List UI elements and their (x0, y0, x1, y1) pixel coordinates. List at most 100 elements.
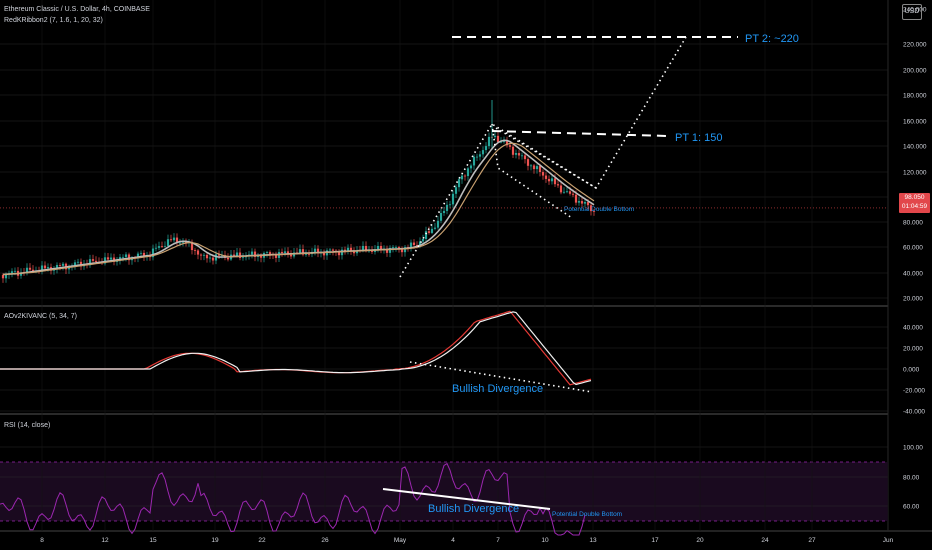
candle-body (10, 271, 14, 274)
candle-body (106, 257, 110, 260)
candle-body (526, 159, 530, 166)
candle-body (301, 249, 305, 255)
price-axis-tick: 200.000 (903, 68, 927, 75)
candle-body (400, 247, 404, 253)
candle-body (166, 239, 170, 246)
candle-body (142, 252, 146, 257)
candle-body (493, 135, 497, 138)
candle-body (478, 154, 482, 157)
candle-body (313, 248, 317, 252)
indicator-legend[interactable]: RedKRibbon2 (7, 1.6, 1, 20, 32) (4, 17, 103, 24)
candle-body (76, 261, 80, 263)
candle-body (412, 242, 416, 245)
candle-body (238, 252, 242, 258)
candle-body (418, 241, 422, 246)
candle-body (202, 254, 206, 256)
candle-body (547, 178, 551, 182)
candle-body (571, 193, 575, 195)
price-axis-tick: 40.000 (903, 271, 923, 278)
time-axis-tick: 20 (696, 537, 704, 544)
candle-body (580, 201, 584, 204)
candle-body (523, 155, 527, 160)
time-axis-tick: 8 (40, 537, 44, 544)
candle-body (283, 251, 287, 254)
candle-body (289, 254, 293, 257)
candle-body (340, 249, 344, 256)
rsi-axis-tick: 80.00 (903, 475, 920, 482)
candle-body (532, 165, 536, 170)
candle-body (463, 175, 467, 177)
rsi-legend[interactable]: RSI (14, close) (4, 422, 51, 429)
aov-axis-tick: -20.000 (903, 388, 925, 395)
price-axis-tick: 140.000 (903, 144, 927, 151)
candle-body (13, 270, 17, 272)
price-axis-tick: 120.000 (903, 170, 927, 177)
candle-body (343, 249, 347, 251)
time-axis-tick: 4 (451, 537, 455, 544)
time-axis-tick: 12 (101, 537, 109, 544)
candle-body (259, 255, 263, 258)
candle-body (241, 257, 245, 259)
candle-body (457, 179, 461, 188)
candle-body (520, 155, 524, 157)
candle-body (433, 227, 437, 229)
aov-legend[interactable]: AOv2KIVANC (5, 34, 7) (4, 313, 78, 320)
candle-body (322, 252, 326, 256)
candle-body (214, 254, 218, 261)
time-axis-tick: Jun (883, 537, 894, 544)
candle-body (274, 254, 278, 258)
candle-body (424, 231, 428, 239)
candle-body (544, 175, 548, 179)
time-axis-tick: 17 (651, 537, 659, 544)
candle-body (562, 191, 566, 193)
candle-body (403, 247, 407, 253)
rsi-axis-tick: 60.00 (903, 504, 920, 511)
candle-body (355, 250, 359, 254)
candle-body (109, 257, 113, 260)
candle-body (58, 264, 62, 266)
time-axis-tick: 13 (589, 537, 597, 544)
candle-body (298, 249, 302, 254)
aov-main-line (0, 311, 592, 386)
candle-body (508, 145, 512, 147)
candle-body (127, 254, 131, 261)
candle-body (307, 254, 311, 255)
candle-body (442, 210, 446, 214)
candle-body (163, 245, 167, 247)
candle-body (151, 248, 155, 258)
candle-body (190, 241, 194, 251)
candle-body (496, 135, 500, 142)
candle-body (1, 274, 5, 279)
currency-button[interactable]: USD (902, 4, 922, 20)
candle-body (379, 245, 383, 250)
candle-body (184, 241, 188, 243)
last-price-countdown: 01:04:59 (901, 203, 928, 210)
candle-body (517, 153, 521, 156)
candle-body (160, 246, 164, 247)
candle-body (157, 246, 161, 248)
price-axis-tick: 240.000 (903, 7, 927, 14)
candle-body (328, 249, 332, 251)
candle-body (499, 141, 503, 143)
candle-body (535, 166, 539, 170)
candle-body (346, 247, 350, 251)
candle-body (472, 156, 476, 166)
chart-title: Ethereum Classic / U.S. Dollar, 4h, COIN… (4, 6, 150, 13)
rsi-line (0, 462, 586, 536)
candle-body (409, 242, 413, 248)
aov-divergence-line (409, 361, 593, 393)
candle-body (196, 250, 200, 255)
price-axis-tick: 80.000 (903, 220, 923, 227)
candle-body (460, 175, 464, 180)
time-axis-tick: 10 (541, 537, 549, 544)
candle-body (394, 247, 398, 248)
candle-body (592, 211, 596, 212)
candle-body (268, 252, 272, 255)
aov-axis-tick: 20.000 (903, 346, 923, 353)
candle-body (481, 150, 485, 155)
candle-body (172, 237, 176, 241)
candle-body (40, 265, 44, 272)
candle-body (583, 202, 587, 204)
